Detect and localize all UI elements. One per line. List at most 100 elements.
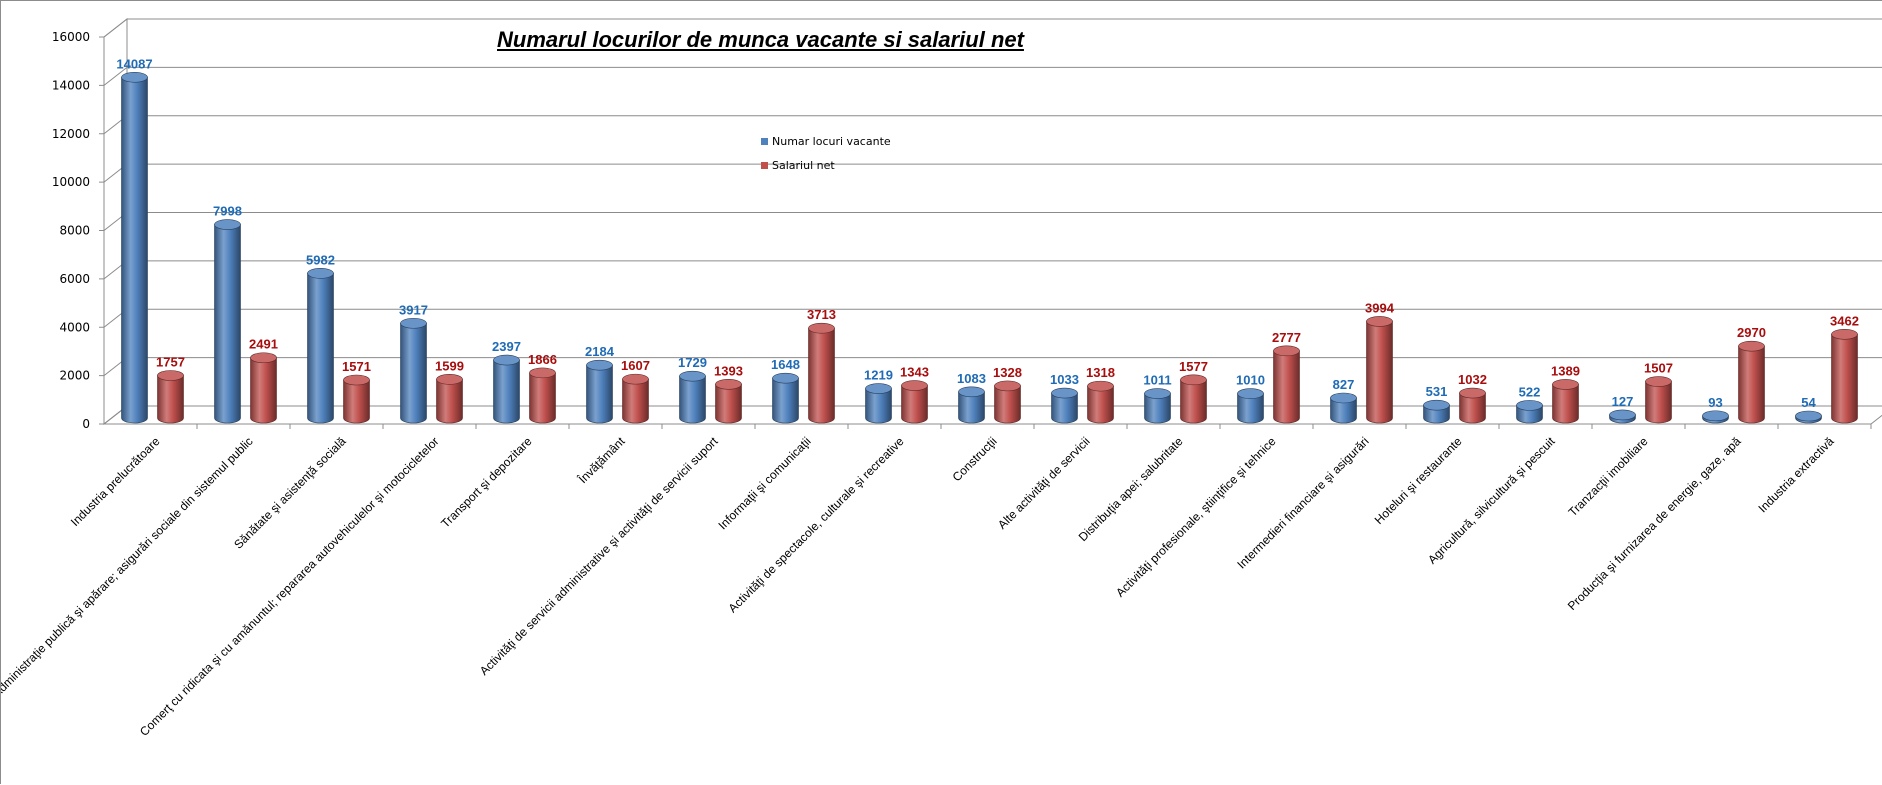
y-tick-label: 8000: [59, 224, 90, 238]
bar-top: [307, 268, 334, 279]
bar-body: [679, 375, 706, 424]
bar-body: [1738, 345, 1765, 424]
category-label: Producţia şi furnizarea de energie, gaze…: [1565, 434, 1744, 613]
data-label: 3713: [807, 307, 836, 322]
category-label: Învăţământ: [574, 433, 628, 487]
bar-body: [1273, 350, 1300, 424]
bar-top: [1087, 380, 1114, 392]
category-label: Transport şi depozitare: [438, 434, 535, 531]
data-label: 2777: [1272, 330, 1301, 345]
bar-top: [436, 374, 463, 385]
category-label: Industria prelucrătoare: [68, 434, 163, 529]
data-label: 1577: [1179, 359, 1208, 374]
bar-top: [772, 372, 799, 384]
y-tick-label: 6000: [59, 272, 90, 286]
bar-top: [679, 370, 706, 382]
bar-top: [1330, 392, 1357, 404]
category-label: Activităţi profesionale, ştiinţifice şi …: [1113, 434, 1279, 600]
bar-top: [529, 367, 556, 379]
bar-top: [1423, 399, 1450, 411]
bar-body: [121, 76, 148, 424]
bar-body: [1144, 393, 1171, 424]
bar-body: [772, 377, 799, 424]
data-label: 1318: [1086, 365, 1115, 380]
bar-top: [1516, 400, 1543, 411]
data-label: 1011: [1143, 373, 1171, 388]
bar-body: [586, 364, 613, 424]
bar-body: [529, 372, 556, 424]
data-label: 1032: [1458, 372, 1487, 387]
gridline: [103, 163, 1882, 183]
bar-top: [157, 370, 184, 381]
bar-body: [400, 322, 427, 424]
gridline: [103, 115, 1882, 135]
bar-top: [586, 359, 613, 371]
bar-body: [157, 375, 184, 424]
bar-top: [1552, 379, 1579, 390]
data-label: 1033: [1050, 372, 1079, 387]
bar-top: [1702, 410, 1729, 422]
legend-label-salary: Salariul net: [772, 158, 835, 172]
bar-top: [958, 386, 985, 398]
bar-body: [808, 327, 835, 424]
gridline: [103, 18, 1882, 38]
data-label: 1219: [864, 368, 893, 383]
bar-top: [1645, 376, 1672, 387]
data-label: 93: [1708, 395, 1722, 410]
data-label: 1010: [1236, 373, 1265, 388]
data-label: 2491: [249, 337, 278, 352]
bar-top: [1795, 410, 1822, 422]
bar-body: [865, 388, 892, 424]
data-label: 1599: [435, 358, 464, 373]
bar-body: [250, 357, 277, 424]
y-tick-label: 4000: [59, 320, 90, 334]
category-label: Comerţ cu ridicata şi cu amănuntul; repa…: [137, 434, 442, 739]
data-label: 5982: [306, 252, 335, 267]
bar-top: [1051, 387, 1078, 399]
bar-top: [214, 219, 241, 230]
bar-top: [400, 317, 427, 329]
data-label: 1393: [714, 363, 743, 378]
data-label: 1648: [771, 357, 800, 372]
gridline: [103, 308, 1882, 328]
data-label: 7998: [213, 204, 242, 219]
data-label: 3994: [1365, 300, 1395, 315]
bar-top: [1144, 388, 1171, 399]
data-label: 2970: [1737, 325, 1766, 340]
legend-item-vacancies: Numar locuri vacante: [761, 129, 891, 153]
bar-body: [1366, 321, 1393, 424]
data-label: 1757: [156, 355, 185, 370]
data-label: 14087: [116, 56, 152, 71]
data-label: 2184: [585, 344, 615, 359]
data-label: 54: [1801, 395, 1816, 410]
bar-body: [214, 224, 241, 424]
category-label: Activităţi de spectacole, culturale şi r…: [726, 434, 907, 615]
chart-legend: Numar locuri vacante Salariul net: [761, 129, 891, 177]
gridline: [103, 212, 1882, 231]
bar-body: [622, 378, 649, 424]
bar-top: [865, 383, 892, 394]
data-label: 1328: [993, 365, 1022, 380]
bar-top: [343, 374, 370, 386]
category-label: Distribuţia apei; salubritate: [1076, 434, 1186, 544]
category-label: Hoteluri şi restaurante: [1372, 434, 1465, 527]
bar-top: [1237, 388, 1264, 399]
legend-label-vacancies: Numar locuri vacante: [772, 134, 891, 148]
bar-body: [1087, 385, 1114, 424]
bar-body: [493, 359, 520, 424]
bar-top: [1180, 374, 1207, 386]
bar-top: [715, 379, 742, 390]
bar-top: [994, 380, 1021, 392]
bar-body: [436, 379, 463, 424]
category-label: Tranzacţii imobiliare: [1566, 434, 1651, 519]
bar-body: [901, 385, 928, 424]
y-tick-label: 16000: [52, 30, 90, 44]
y-tick-label: 12000: [52, 127, 90, 141]
category-label: Industria extractivă: [1756, 434, 1837, 515]
bar-top: [1273, 345, 1300, 357]
gridline: [103, 66, 1882, 86]
data-label: 1607: [621, 358, 650, 373]
legend-item-salary: Salariul net: [761, 153, 891, 177]
category-label: Informaţii şi comunicaţii: [716, 434, 814, 532]
